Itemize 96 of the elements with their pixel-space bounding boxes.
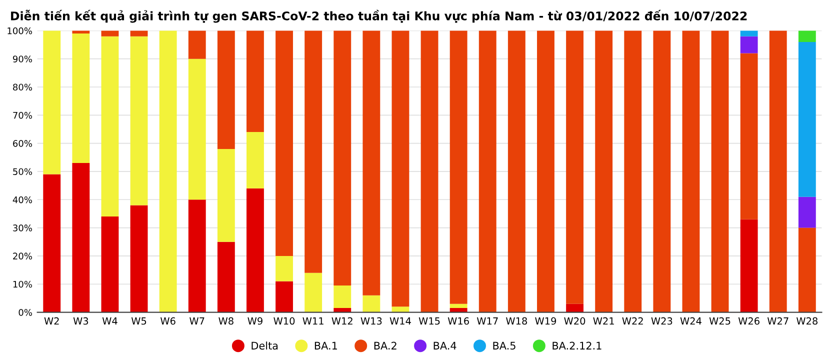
bar: [217, 30, 235, 149]
x-tick-label: W22: [622, 317, 643, 325]
bar: [43, 174, 61, 312]
bar: [595, 30, 613, 312]
bar: [508, 30, 526, 312]
bar: [217, 148, 235, 242]
bar: [43, 30, 61, 174]
bar: [246, 188, 264, 312]
bar: [188, 30, 206, 59]
y-tick-label: 60%: [13, 140, 32, 147]
bar: [159, 30, 177, 312]
x-tick-label: W5: [131, 317, 146, 325]
legend-label: BA.2.12.1: [552, 342, 602, 350]
x-tick-label: W20: [564, 317, 586, 325]
bar: [304, 30, 322, 273]
x-tick-label: W28: [796, 317, 818, 325]
y-tick-label: 70%: [13, 112, 32, 119]
x-tick-label: W9: [248, 317, 262, 325]
bar: [130, 30, 148, 36]
bar: [566, 30, 584, 304]
x-tick-label: W7: [190, 317, 204, 325]
bar: [711, 30, 729, 312]
bar: [246, 30, 264, 132]
x-tick-label: W3: [73, 317, 88, 325]
bar: [101, 30, 119, 36]
bar: [740, 36, 758, 54]
bar: [798, 42, 816, 197]
bar: [769, 30, 787, 312]
x-tick-label: W13: [360, 317, 382, 325]
x-tick-label: W25: [709, 317, 730, 325]
y-tick-label: 0%: [18, 308, 32, 316]
x-tick-label: W14: [390, 317, 411, 325]
bar: [740, 53, 758, 220]
bar: [798, 196, 816, 228]
bar: [276, 30, 293, 256]
bar: [188, 200, 206, 312]
legend-label: BA.2: [374, 342, 396, 350]
y-tick-label: 30%: [13, 224, 32, 232]
y-tick-label: 10%: [13, 280, 32, 288]
y-tick-label: 40%: [12, 196, 32, 204]
bar: [130, 36, 148, 206]
bar: [392, 30, 410, 307]
y-tick-label: 100%: [8, 27, 32, 34]
bar: [740, 219, 758, 312]
bar: [217, 242, 235, 312]
x-tick-label: W23: [651, 317, 672, 325]
bar: [653, 30, 671, 312]
x-tick-label: W10: [274, 317, 295, 325]
bar: [276, 256, 293, 282]
x-tick-label: W18: [506, 317, 527, 325]
bar: [188, 58, 206, 200]
x-tick-label: W12: [332, 317, 352, 325]
bar: [420, 30, 438, 312]
x-tick-label: W11: [302, 317, 324, 325]
x-tick-label: W16: [448, 317, 469, 325]
bar: [334, 286, 352, 308]
bar: [101, 36, 119, 217]
bar: [740, 30, 758, 36]
bar: [334, 30, 352, 286]
x-tick-label: W2: [44, 317, 59, 325]
x-tick-label: W21: [593, 317, 614, 325]
bar: [624, 30, 642, 312]
bar: [72, 163, 90, 312]
bar: [72, 34, 90, 164]
legend-label: Delta: [252, 342, 278, 350]
x-tick-label: W8: [218, 317, 234, 325]
bar: [362, 30, 380, 296]
bar: [798, 228, 816, 312]
legend-label: BA.4: [434, 342, 456, 350]
bar: [246, 132, 264, 188]
bar: [682, 30, 700, 312]
bar: [478, 30, 496, 312]
legend-label: BA.1: [314, 342, 337, 350]
bar: [798, 30, 816, 42]
y-tick-label: 90%: [12, 56, 32, 62]
x-tick-label: W15: [418, 317, 440, 325]
bar: [450, 304, 468, 308]
x-tick-label: W6: [160, 317, 176, 325]
chart-title: Diễn tiến kết quả giải trình tự gen SARS-CoV-2 theo tuần tại Khu vực phía Nam - từ 03/01/2022 đến 10/07/2022: [11, 10, 747, 23]
y-tick-label: 80%: [13, 84, 32, 91]
y-tick-label: 50%: [13, 168, 32, 176]
x-tick-label: W27: [767, 317, 788, 325]
legend-label: BA.5: [493, 342, 516, 350]
x-tick-label: W24: [680, 317, 702, 325]
bar: [304, 272, 322, 312]
bar: [130, 205, 148, 312]
x-tick-label: W26: [738, 317, 760, 325]
bar: [101, 216, 119, 312]
x-tick-label: W19: [535, 317, 556, 325]
bar: [362, 295, 380, 312]
y-tick-label: 20%: [13, 252, 32, 260]
x-tick-label: W17: [476, 317, 498, 325]
bar: [450, 30, 468, 304]
x-tick-label: W4: [102, 317, 118, 325]
bar: [537, 30, 554, 312]
bar: [276, 281, 293, 312]
